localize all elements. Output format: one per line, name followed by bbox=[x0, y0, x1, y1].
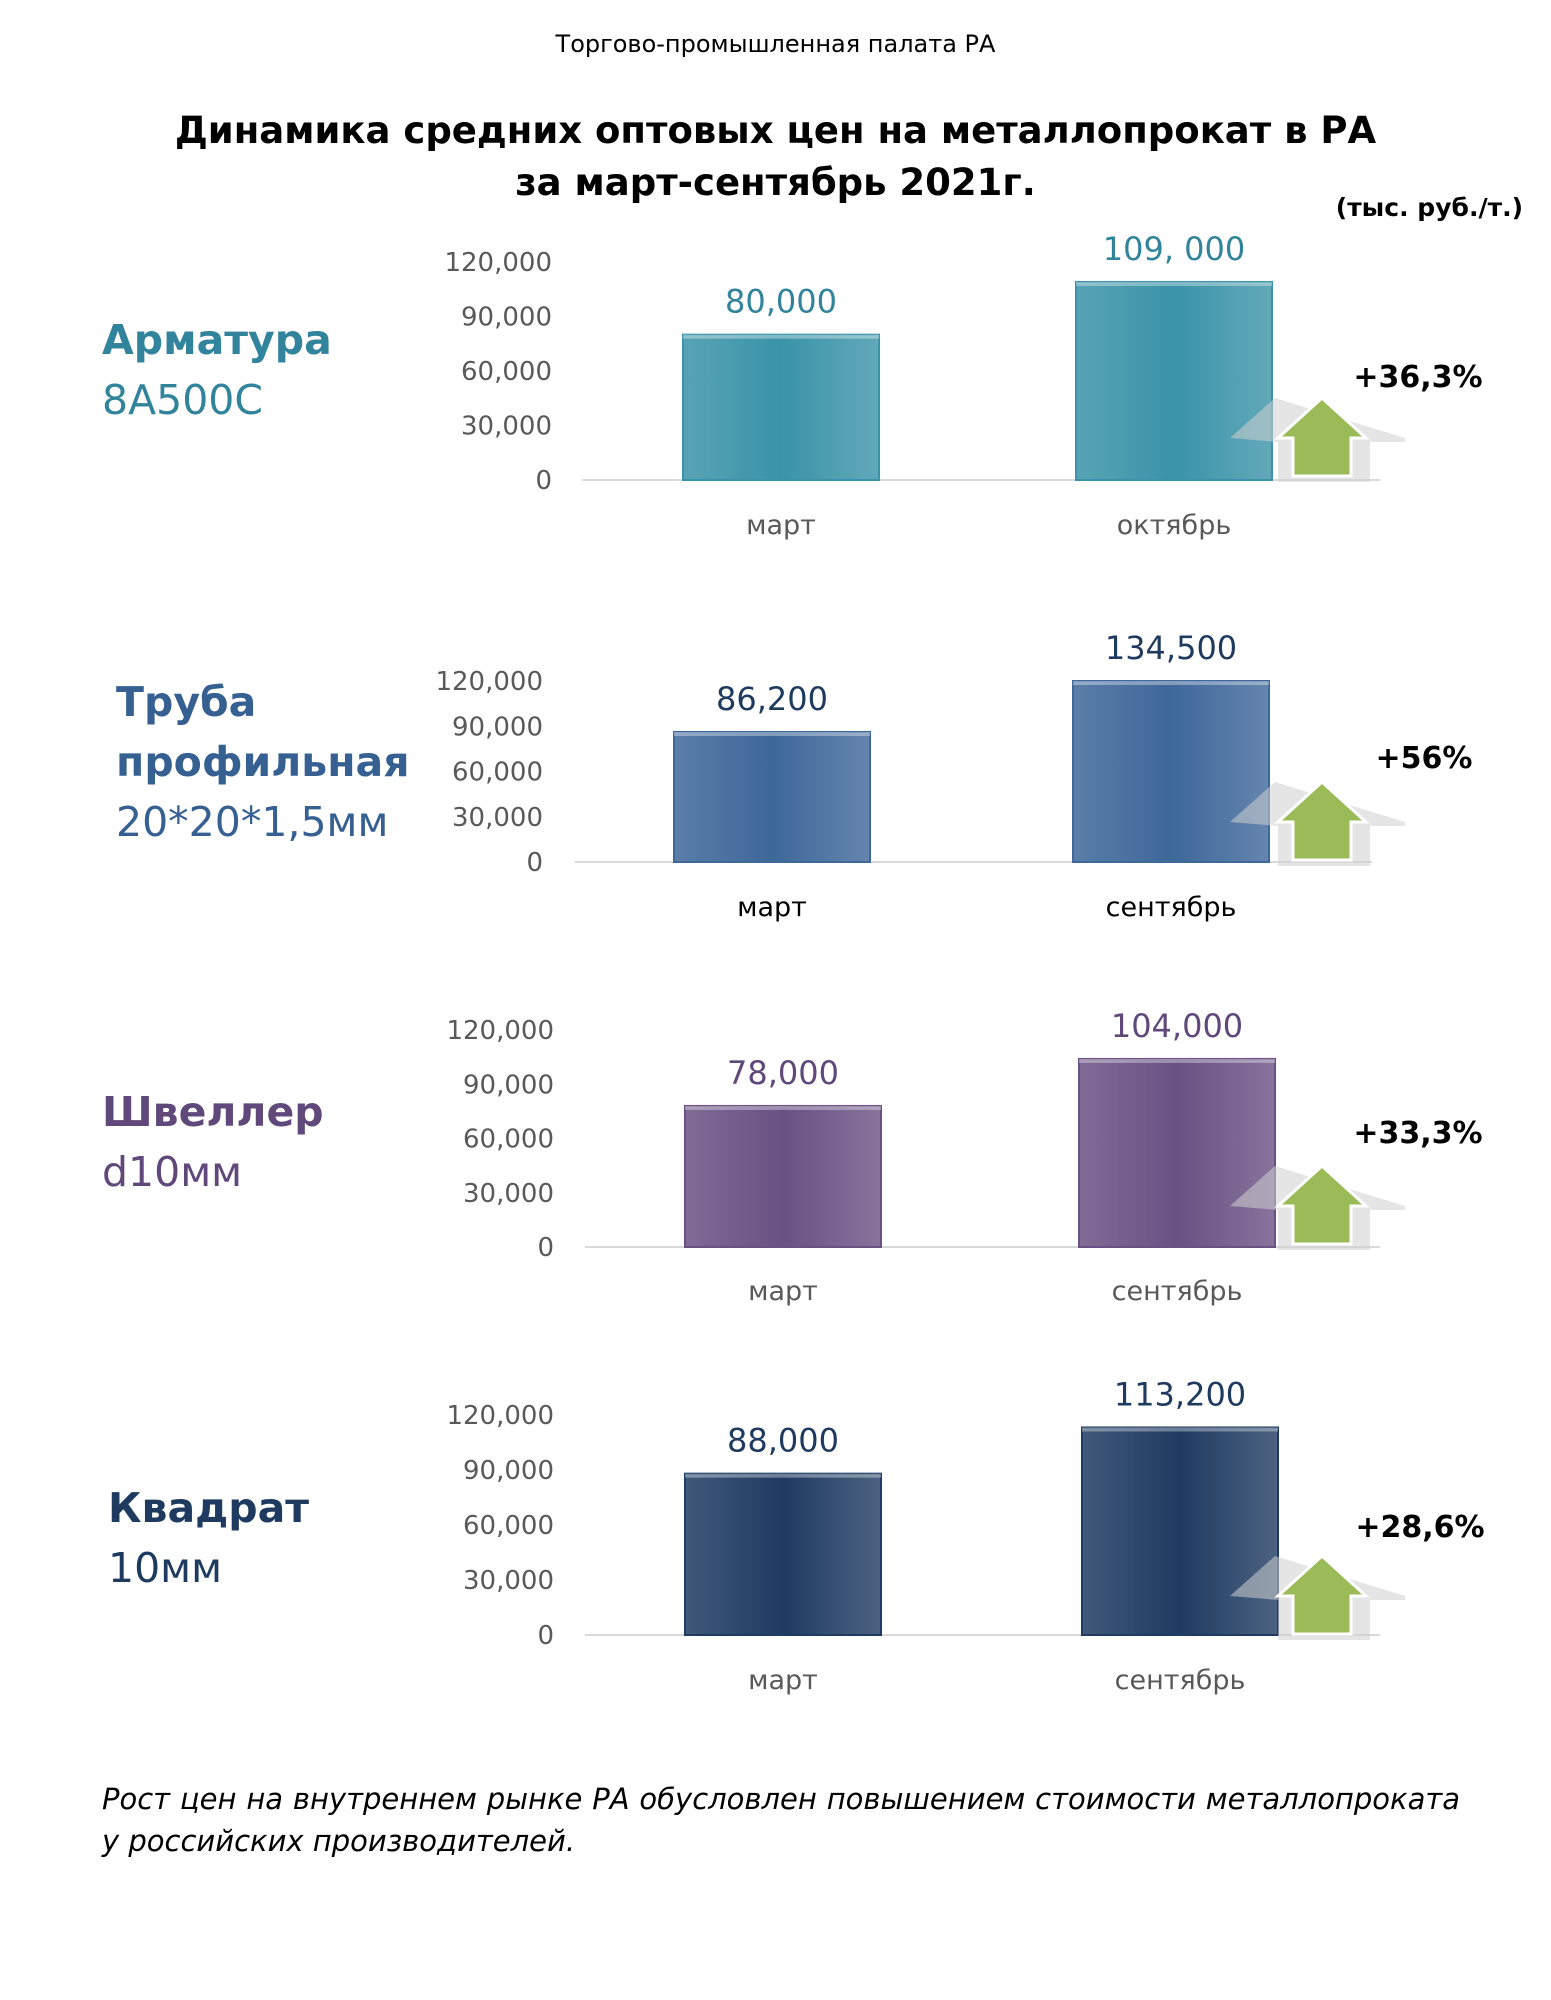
bar-highlight bbox=[674, 731, 870, 736]
bar bbox=[684, 1104, 882, 1248]
y-tick-label: 120,000 bbox=[435, 667, 543, 697]
category-label: сентябрь bbox=[1106, 892, 1237, 923]
category-label: март bbox=[748, 1276, 818, 1307]
y-tick-label: 0 bbox=[526, 848, 543, 878]
bar bbox=[1078, 1057, 1276, 1249]
category-label: март bbox=[746, 510, 816, 541]
y-tick-label: 120,000 bbox=[444, 248, 552, 278]
change-percent: +33,3% bbox=[1353, 1116, 1482, 1151]
category-label: март bbox=[748, 1665, 818, 1696]
product-name: Швеллер bbox=[102, 1088, 324, 1136]
bar-highlight bbox=[683, 334, 879, 339]
data-label: 109, 000 bbox=[1103, 230, 1246, 268]
category-label: март bbox=[737, 892, 807, 923]
title-line-1: Динамика средних оптовых цен на металлоп… bbox=[174, 109, 1377, 152]
y-tick-label: 60,000 bbox=[461, 357, 552, 387]
category-label: октябрь bbox=[1117, 510, 1232, 541]
organization-header: Торгово-промышленная палата РА bbox=[555, 30, 996, 58]
bar-highlight bbox=[685, 1105, 881, 1110]
up-arrow-icon bbox=[1274, 395, 1370, 478]
bar-highlight bbox=[685, 1473, 881, 1478]
y-tick-label: 30,000 bbox=[461, 412, 552, 442]
y-tick-label: 90,000 bbox=[461, 303, 552, 333]
footnote: Рост цен на внутреннем рынке РА обусловл… bbox=[102, 1782, 1460, 1858]
product-spec: 10мм bbox=[108, 1544, 223, 1592]
y-tick-label: 120,000 bbox=[446, 1016, 554, 1046]
y-tick-label: 60,000 bbox=[463, 1125, 554, 1155]
product-name: Квадрат bbox=[108, 1484, 310, 1532]
product-label-shveller: Швеллер d10мм bbox=[102, 1082, 324, 1202]
data-label: 88,000 bbox=[727, 1422, 839, 1460]
y-tick-label: 0 bbox=[537, 1233, 554, 1263]
change-percent: +28,6% bbox=[1355, 1510, 1484, 1545]
y-tick-label: 30,000 bbox=[463, 1566, 554, 1596]
y-tick-label: 30,000 bbox=[463, 1179, 554, 1209]
product-label-truba: Труба профильная 20*20*1,5мм bbox=[116, 672, 416, 852]
up-arrow-icon bbox=[1274, 1163, 1370, 1246]
bar-highlight bbox=[1076, 281, 1272, 286]
y-tick-label: 90,000 bbox=[452, 712, 543, 742]
change-percent: +36,3% bbox=[1353, 360, 1482, 395]
product-spec: 8А500С bbox=[102, 376, 264, 424]
bar bbox=[673, 730, 871, 864]
title-line-2: за март-сентябрь 2021г. bbox=[515, 161, 1036, 204]
product-name: Труба профильная bbox=[116, 678, 410, 786]
y-tick-label: 90,000 bbox=[463, 1456, 554, 1486]
bar-highlight bbox=[1082, 1427, 1278, 1432]
bar bbox=[684, 1472, 882, 1636]
up-arrow-icon bbox=[1274, 779, 1370, 862]
data-label: 134,500 bbox=[1105, 629, 1237, 667]
y-tick-label: 90,000 bbox=[463, 1070, 554, 1100]
product-name: Арматура bbox=[102, 316, 332, 364]
data-label: 86,200 bbox=[716, 680, 828, 718]
product-spec: d10мм bbox=[102, 1148, 243, 1196]
bar bbox=[1081, 1426, 1279, 1637]
page-title: Динамика средних оптовых цен на металлоп… bbox=[0, 105, 1551, 209]
units-label: (тыс. руб./т.) bbox=[1335, 193, 1523, 222]
product-spec: 20*20*1,5мм bbox=[116, 798, 389, 846]
change-percent: +56% bbox=[1376, 741, 1473, 776]
y-tick-label: 30,000 bbox=[452, 803, 543, 833]
y-tick-label: 0 bbox=[537, 1621, 554, 1651]
data-label: 80,000 bbox=[725, 283, 837, 321]
bar bbox=[1072, 680, 1270, 863]
product-label-kvadrat: Квадрат 10мм bbox=[108, 1478, 309, 1598]
y-tick-label: 60,000 bbox=[452, 758, 543, 788]
data-label: 78,000 bbox=[727, 1054, 839, 1092]
bar bbox=[682, 333, 880, 481]
y-tick-label: 120,000 bbox=[446, 1401, 554, 1431]
product-label-armatura: Арматура 8А500С bbox=[102, 310, 332, 430]
bar-highlight bbox=[1079, 1058, 1275, 1063]
up-arrow-icon bbox=[1274, 1553, 1370, 1636]
y-tick-label: 0 bbox=[535, 466, 552, 496]
category-label: сентябрь bbox=[1112, 1276, 1243, 1307]
bar-highlight bbox=[1073, 681, 1269, 685]
data-label: 113,200 bbox=[1114, 1375, 1246, 1413]
category-label: сентябрь bbox=[1115, 1665, 1246, 1696]
y-tick-label: 60,000 bbox=[463, 1511, 554, 1541]
data-label: 104,000 bbox=[1111, 1007, 1243, 1045]
bar bbox=[1075, 280, 1273, 481]
